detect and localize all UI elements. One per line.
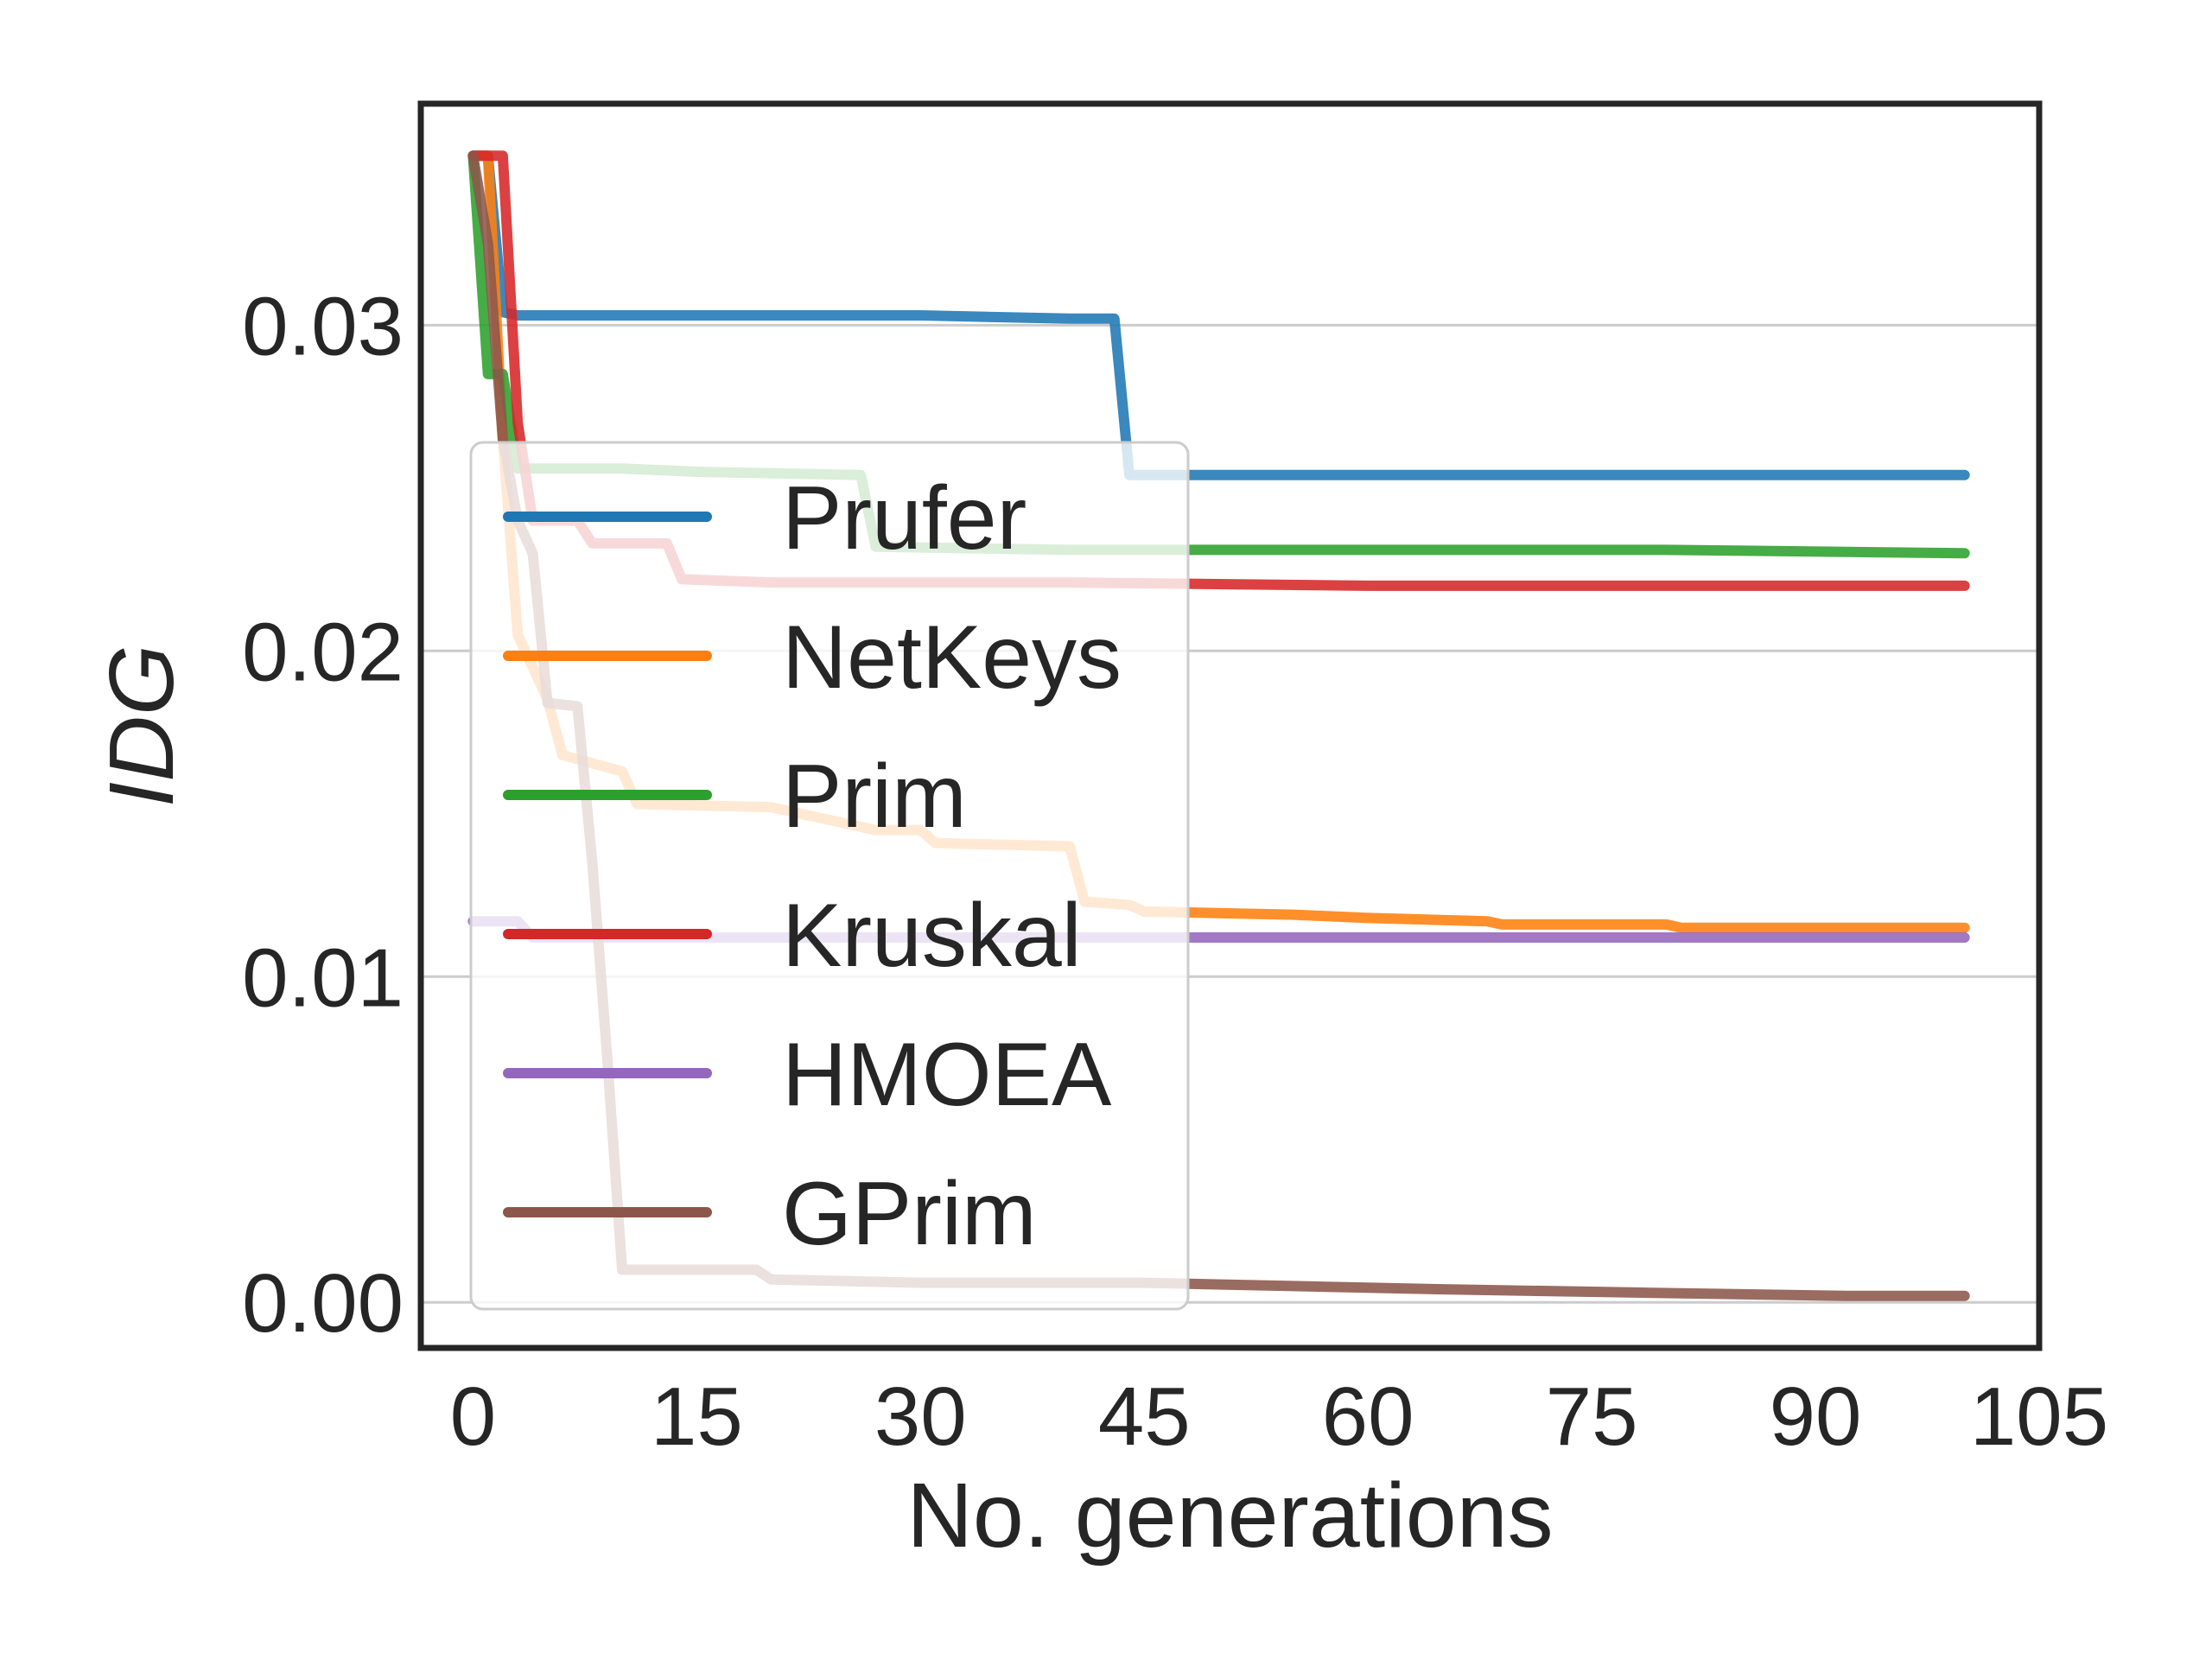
y-tick-label: 0.00 xyxy=(242,1257,404,1350)
plot-frame xyxy=(417,100,2043,1351)
legend-label: HMOEA xyxy=(782,1025,1112,1125)
legend-label: NetKeys xyxy=(782,607,1122,708)
x-tick-label: 15 xyxy=(651,1370,743,1463)
legend-item-netkeys: NetKeys xyxy=(503,607,1122,708)
legend-label: Prim xyxy=(782,747,967,847)
y-tick-label: 0.02 xyxy=(242,606,404,698)
legend-item-prim: Prim xyxy=(503,747,967,847)
legend-label: Prufer xyxy=(782,468,1027,569)
x-axis-label: No. generations xyxy=(906,1465,1553,1567)
y-tick-label: 0.03 xyxy=(242,280,404,372)
x-tick-label: 75 xyxy=(1546,1370,1638,1463)
legend-label: GPrim xyxy=(782,1164,1037,1264)
legend-item-gprim: GPrim xyxy=(503,1164,1037,1264)
x-tick-label: 105 xyxy=(1970,1370,2108,1463)
x-axis-ticks: 0 15 30 45 60 75 90 105 xyxy=(450,1370,2108,1463)
y-tick-label: 0.01 xyxy=(242,931,404,1024)
x-tick-label: 60 xyxy=(1322,1370,1414,1463)
legend-item-prufer: Prufer xyxy=(503,468,1027,569)
legend-label: Kruskal xyxy=(782,886,1082,986)
legend-item-hmoea: HMOEA xyxy=(503,1025,1112,1125)
x-tick-label: 45 xyxy=(1098,1370,1191,1463)
x-tick-label: 0 xyxy=(450,1370,496,1463)
x-tick-label: 30 xyxy=(874,1370,967,1463)
y-axis-label: IDG xyxy=(91,645,193,807)
y-axis-ticks: 0.00 0.01 0.02 0.03 xyxy=(242,280,404,1350)
series-line-prufer xyxy=(467,150,1970,480)
x-tick-label: 90 xyxy=(1770,1370,1862,1463)
legend: Prufer NetKeys Prim Kruskal HMOEA GPrim xyxy=(469,441,1190,1311)
legend-item-kruskal: Kruskal xyxy=(503,886,1082,986)
